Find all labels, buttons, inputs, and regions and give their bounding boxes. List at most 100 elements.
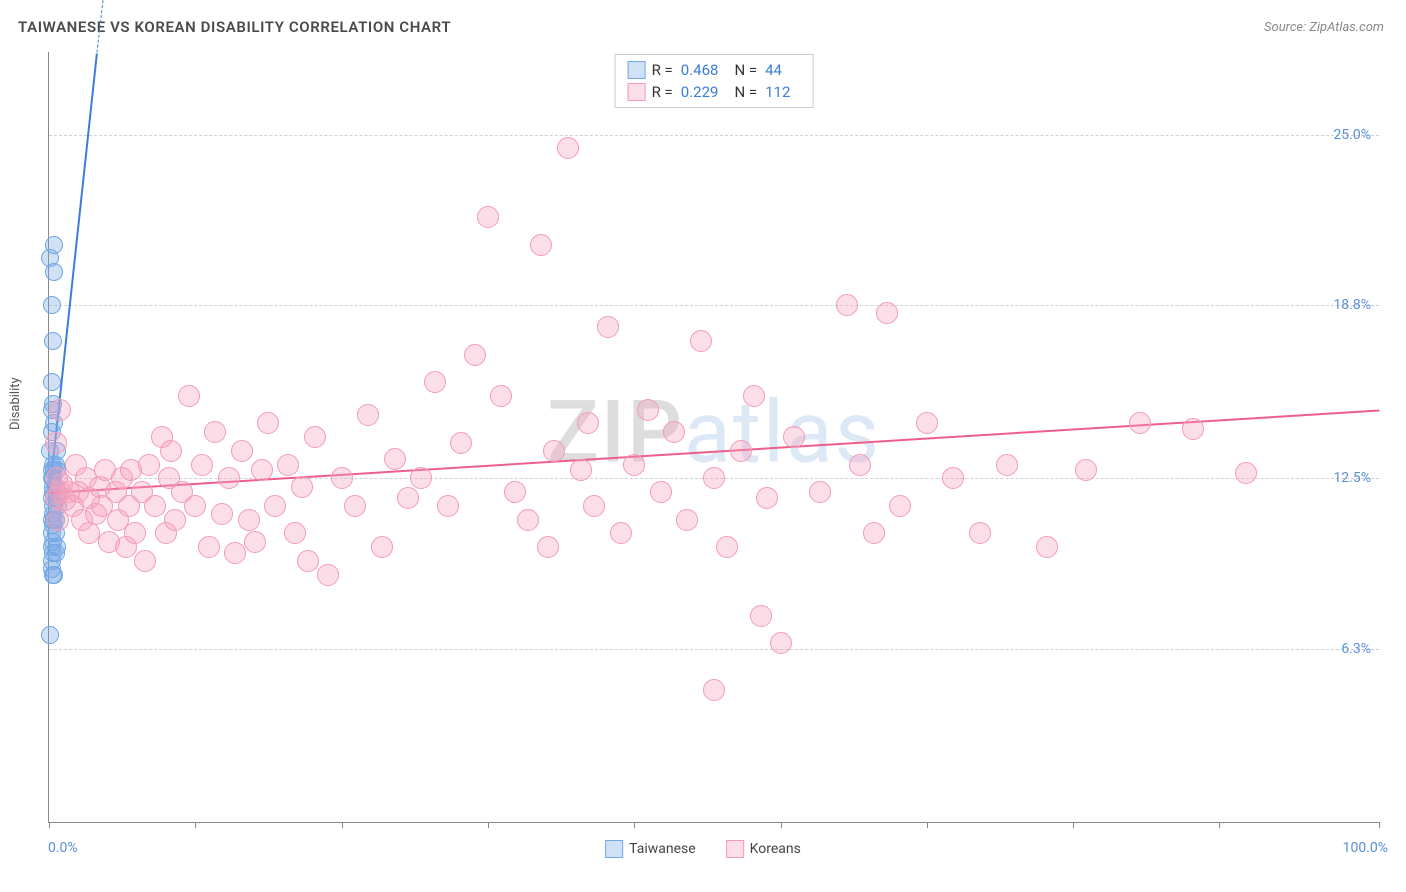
scatter-point [583,495,605,517]
plot-area: ZIPatlas R =0.468N =44R =0.229N =112 6.3… [48,52,1379,823]
x-tick [781,822,782,828]
scatter-point [663,421,685,443]
scatter-point [357,404,379,426]
scatter-point [916,412,938,434]
y-tick-label: 6.3% [1341,641,1371,657]
scatter-point [317,564,339,586]
scatter-point [291,476,313,498]
scatter-point [1129,412,1151,434]
legend-swatch [605,840,623,858]
x-tick [927,822,928,828]
legend-n-value: 44 [765,59,782,81]
legend-n-label: N = [734,81,757,103]
x-max-label: 100.0% [1343,840,1388,856]
series-legend: Taiwanese Koreans [605,840,801,858]
scatter-point [304,426,326,448]
scatter-point [144,495,166,517]
scatter-point [716,536,738,558]
x-tick [342,822,343,828]
scatter-point [218,467,240,489]
scatter-point [264,495,286,517]
legend-swatch [628,83,646,101]
scatter-point [134,550,156,572]
scatter-point [49,399,71,421]
scatter-point [809,481,831,503]
scatter-point [690,330,712,352]
scatter-point [676,509,698,531]
scatter-point [251,459,273,481]
scatter-point [577,412,599,434]
scatter-point [44,332,62,350]
scatter-point [297,550,319,572]
scatter-point [45,236,63,254]
x-min-label: 0.0% [48,840,78,856]
x-tick [195,822,196,828]
legend-swatch [726,840,744,858]
source-attribution: Source: ZipAtlas.com [1264,20,1384,35]
x-tick [488,822,489,828]
scatter-point [344,495,366,517]
scatter-point [437,495,459,517]
scatter-point [211,503,233,525]
x-tick [1219,822,1220,828]
scatter-point [610,522,632,544]
scatter-point [238,509,260,531]
scatter-point [756,487,778,509]
y-tick-label: 25.0% [1333,127,1371,143]
scatter-point [277,454,299,476]
y-tick-label: 18.8% [1333,297,1371,313]
scatter-point [43,373,61,391]
scatter-point [537,536,559,558]
legend-row: R =0.229N =112 [628,81,801,103]
scatter-point [450,432,472,454]
legend-n-label: N = [734,59,757,81]
chart-title: TAIWANESE VS KOREAN DISABILITY CORRELATI… [18,18,451,36]
scatter-point [1182,418,1204,440]
gridline [49,135,1379,136]
y-axis-label: Disability [8,377,23,430]
scatter-point [331,467,353,489]
scatter-point [836,294,858,316]
gridline [49,305,1379,306]
scatter-point [477,206,499,228]
scatter-point [41,626,59,644]
scatter-point [45,566,63,584]
scatter-point [48,538,66,556]
scatter-point [730,440,752,462]
scatter-point [490,385,512,407]
legend-swatch [628,61,646,79]
scatter-point [504,481,526,503]
x-tick [49,822,50,828]
scatter-point [424,371,446,393]
scatter-point [1235,462,1257,484]
legend-r-value: 0.229 [681,81,719,103]
scatter-point [124,522,146,544]
scatter-point [198,536,220,558]
scatter-point [397,487,419,509]
scatter-point [1036,536,1058,558]
scatter-point [623,454,645,476]
scatter-point [517,509,539,531]
scatter-point [257,412,279,434]
scatter-point [849,454,871,476]
gridline [49,649,1379,650]
scatter-point [597,316,619,338]
scatter-point [1075,459,1097,481]
scatter-point [750,605,772,627]
scatter-point [231,440,253,462]
scatter-point [530,234,552,256]
scatter-point [783,426,805,448]
scatter-point [244,531,266,553]
chart-container: TAIWANESE VS KOREAN DISABILITY CORRELATI… [0,0,1406,892]
scatter-point [410,467,432,489]
legend-label: Taiwanese [629,841,696,857]
scatter-point [384,448,406,470]
scatter-point [45,263,63,281]
legend-item: Koreans [726,840,801,858]
scatter-point [637,399,659,421]
scatter-point [371,536,393,558]
scatter-point [876,302,898,324]
legend-row: R =0.468N =44 [628,59,801,81]
scatter-point [184,495,206,517]
scatter-point [942,467,964,489]
